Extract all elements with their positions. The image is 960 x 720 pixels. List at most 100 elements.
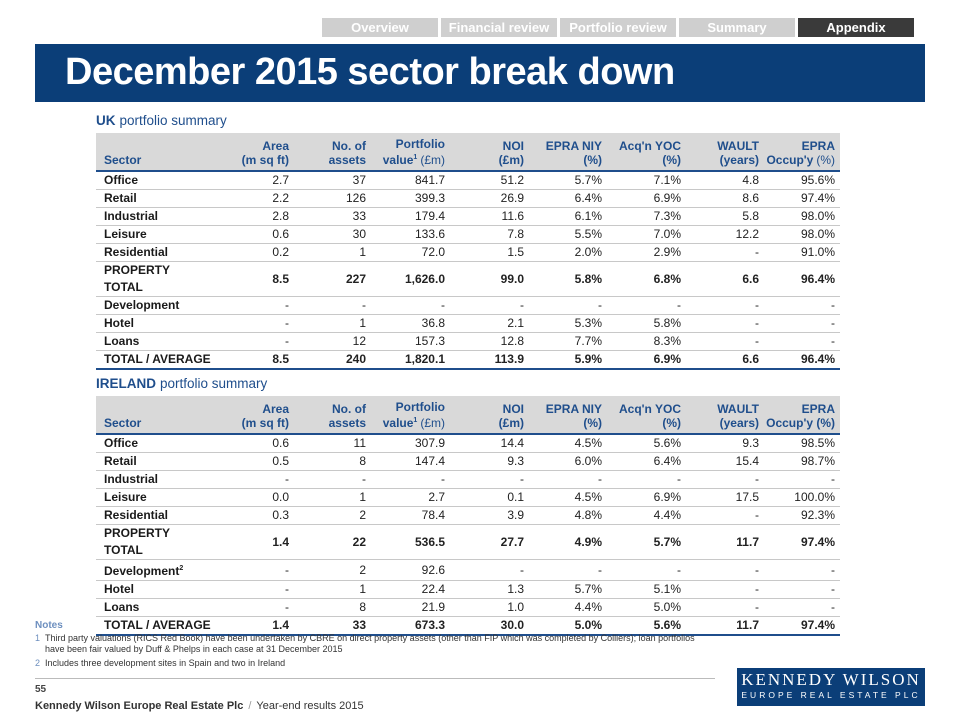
header-bottom: value <box>382 416 414 430</box>
cell: 9.3 <box>450 452 529 471</box>
cell-text: 5.8% <box>574 271 602 286</box>
footer-rule <box>35 678 715 679</box>
cell-text: 6.9% <box>653 490 681 504</box>
cell-text: 6.4% <box>574 191 602 205</box>
cell-text: Development <box>104 298 180 312</box>
cell: - <box>764 559 840 581</box>
cell-text: - <box>755 298 759 312</box>
table-row: Leisure 0.0 1 2.7 0.1 4.5% 6.9% 17.5 100.0% <box>96 488 840 507</box>
footer: Kennedy Wilson Europe Real Estate Plc / Ye… <box>35 700 364 712</box>
header-bottom-line: value1 (£m) <box>371 151 445 167</box>
cell: 2.1 <box>450 314 529 333</box>
logo: Kennedy Wilson EUROPE REAL ESTATE PLC <box>737 668 925 706</box>
cell: 1,626.0 <box>371 261 450 297</box>
cell: 8.5 <box>216 350 294 370</box>
cell-text: - <box>831 334 835 348</box>
cell-text: 11.7 <box>736 534 759 549</box>
note: 2 Includes three development sites in Spa… <box>35 658 715 669</box>
cell: 0.6 <box>216 225 294 244</box>
cell-text: 5.3% <box>574 316 602 330</box>
nav-tab[interactable]: Portfolio review <box>560 18 676 37</box>
header-bottom-line: value1 (£m) <box>371 414 445 430</box>
heading-label: portfolio summary <box>160 376 268 391</box>
cell-text: 4.8% <box>574 508 602 522</box>
cell: 0.3 <box>216 506 294 525</box>
header-bottom: Occup'y (%) <box>766 416 835 430</box>
cell-text: 33 <box>352 209 366 223</box>
cell: 5.8 <box>686 207 764 226</box>
cell-text: 9.3 <box>742 436 759 450</box>
cell-text: - <box>285 600 289 614</box>
cell-text: 5.8% <box>653 316 681 330</box>
cell-text: 2.7 <box>272 173 289 187</box>
row-label: Residential <box>96 506 216 525</box>
cell-text: 6.1% <box>574 209 602 223</box>
cell: - <box>686 314 764 333</box>
cell: - <box>686 559 764 581</box>
cell-text: Retail <box>104 191 137 205</box>
cell: 8.5 <box>216 261 294 297</box>
cell: 37 <box>294 171 371 190</box>
heading-region: UK <box>96 113 116 128</box>
cell-text: 0.5 <box>272 454 289 468</box>
cell: 97.4% <box>764 524 840 560</box>
heading-region: IRELAND <box>96 376 156 391</box>
row-label: Residential <box>96 243 216 262</box>
cell-text: - <box>677 472 681 486</box>
header-bottom-line: (years) <box>686 416 759 430</box>
table-row: PROPERTY TOTAL 8.5 227 1,626.0 99.0 5.8% 6.8% 6… <box>96 261 840 297</box>
cell: 7.3% <box>607 207 686 226</box>
row-label: Leisure <box>96 225 216 244</box>
cell: 6.8% <box>607 261 686 297</box>
cell: 1.0 <box>450 598 529 617</box>
cell: 33 <box>294 207 371 226</box>
cell: - <box>764 314 840 333</box>
cell: 4.8% <box>529 506 607 525</box>
column-header: WAULT (years) <box>686 133 764 172</box>
cell: 7.8 <box>450 225 529 244</box>
cell-text: Industrial <box>104 209 159 223</box>
cell-text: 96.4% <box>800 271 835 286</box>
cell: 399.3 <box>371 189 450 208</box>
cell-text: 22 <box>352 534 366 549</box>
header-bottom-line: Occup'y (%) <box>764 153 835 167</box>
cell-text: Office <box>104 173 139 187</box>
cell-text: 2.8 <box>272 209 289 223</box>
footnote-mark: 2 <box>179 565 184 572</box>
logo-name: Kennedy Wilson <box>741 670 921 689</box>
cell-text: 126 <box>345 191 366 205</box>
cell: 36.8 <box>371 314 450 333</box>
cell-text: - <box>520 562 524 577</box>
cell-text: 92.3% <box>800 508 835 522</box>
table-row: TOTAL / AVERAGE 8.5 240 1,820.1 113.9 5.9% 6.9… <box>96 350 840 370</box>
nav-tab[interactable]: Overview <box>322 18 438 37</box>
cell: 1.3 <box>450 580 529 599</box>
cell-text: - <box>441 472 445 486</box>
cell-text: - <box>285 298 289 312</box>
cell-text: 100.0% <box>794 490 835 504</box>
column-header: Sector <box>96 396 216 435</box>
header-bottom: (m sq ft) <box>241 416 289 430</box>
table-row: Residential 0.3 2 78.4 3.9 4.8% 4.4% - 92.3% <box>96 506 840 525</box>
column-header: Portfolio value1 (£m) <box>371 133 450 172</box>
cell-text: - <box>755 334 759 348</box>
cell: 147.4 <box>371 452 450 471</box>
cell: 1 <box>294 243 371 262</box>
cell-text: - <box>831 298 835 312</box>
table-row: Loans - 12 157.3 12.8 7.7% 8.3% - - <box>96 332 840 351</box>
portfolio-table: Sector Area (m sq ft) No. of assets Portfolio… <box>96 133 840 370</box>
cell: - <box>686 470 764 489</box>
row-label: Retail <box>96 189 216 208</box>
nav-tab[interactable]: Appendix <box>798 18 914 37</box>
nav-tab[interactable]: Summary <box>679 18 795 37</box>
cell-text: 240 <box>345 352 366 366</box>
cell: 22.4 <box>371 580 450 599</box>
cell: 91.0% <box>764 243 840 262</box>
cell: 26.9 <box>450 189 529 208</box>
cell: 78.4 <box>371 506 450 525</box>
header-top: Area <box>262 139 289 153</box>
nav-tab[interactable]: Financial review <box>441 18 557 37</box>
cell: 51.2 <box>450 171 529 190</box>
cell-text: 536.5 <box>414 534 445 549</box>
table-row: Loans - 8 21.9 1.0 4.4% 5.0% - - <box>96 598 840 617</box>
